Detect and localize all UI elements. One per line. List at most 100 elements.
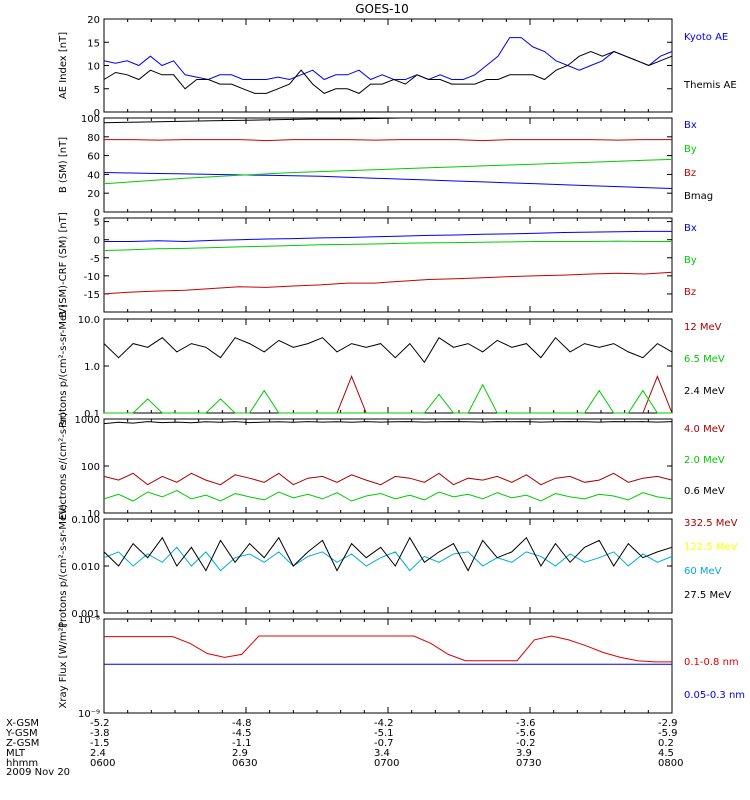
legend-entry: 122.5 MeV xyxy=(684,542,738,553)
series-line xyxy=(104,139,672,142)
ephemeris-value: 2.9 xyxy=(232,748,248,759)
ephemeris-value: -3.6 xyxy=(516,718,536,729)
ephemeris-value: -4.2 xyxy=(374,718,394,729)
y-tick-label: 0.100 xyxy=(71,515,100,526)
panel-7: 10⁻⁸ 10⁻⁹ Xray Flux [W/m²] 0.1-0.8 nm 0.05-0… xyxy=(58,615,745,720)
panel-1: 0 5 10 15 20 AE Index [nT] Kyoto AE Themis AE xyxy=(58,15,737,119)
panel-frame xyxy=(103,117,673,213)
y-axis-label: AE Index [nT] xyxy=(58,32,69,99)
legend-entry: Bz xyxy=(684,287,696,298)
ephemeris-value: 3.9 xyxy=(516,748,532,759)
y-tick-label: 0.1 xyxy=(84,409,100,420)
legend-entry: 4.0 MeV xyxy=(684,424,725,435)
legend-entry: 0.05-0.3 nm xyxy=(684,690,745,701)
series-line xyxy=(103,172,673,189)
ephemeris-row-label: hhmm xyxy=(6,758,38,769)
series-line xyxy=(103,490,673,502)
series-line xyxy=(103,37,673,81)
ephemeris-value: -5.2 xyxy=(90,718,110,729)
y-axis-label: B (SM)-CRF (SM) [nT] xyxy=(58,212,69,318)
legend-entry: Bz xyxy=(684,168,696,179)
y-axis-label: Protons p/(cm²-s-sr-MeV) xyxy=(58,304,69,428)
legend-entry: By xyxy=(684,255,697,266)
ephemeris-value: -1.1 xyxy=(232,738,252,749)
series-line xyxy=(103,421,673,425)
ephemeris-value: 0630 xyxy=(232,758,257,769)
y-tick-label: 10.0 xyxy=(78,315,100,326)
y-tick-label: 40 xyxy=(87,170,100,181)
y-tick-label: 0 xyxy=(94,108,100,119)
ephemeris-value: 0.2 xyxy=(658,738,674,749)
legend-entry: Themis AE xyxy=(683,80,737,91)
legend-entry: 60 MeV xyxy=(684,566,722,577)
series-line xyxy=(103,336,673,364)
ephemeris-value: 0730 xyxy=(516,758,541,769)
y-tick-label: 0.010 xyxy=(71,562,100,573)
legend-entry: 2.0 MeV xyxy=(684,455,725,466)
legend-entry: 2.4 MeV xyxy=(684,386,725,397)
ephemeris-value: -5.9 xyxy=(658,728,678,739)
y-tick-label: -10 xyxy=(84,272,100,283)
series-line xyxy=(103,536,673,572)
series-line xyxy=(104,383,672,414)
panel-frame xyxy=(103,418,673,514)
y-tick-label: 5 xyxy=(94,85,100,96)
ephemeris-value: -3.8 xyxy=(90,728,110,739)
ephemeris-value: -1.5 xyxy=(90,738,110,749)
y-axis-label: B (SM) [nT] xyxy=(58,137,69,193)
plot-title: GOES-10 xyxy=(355,2,409,16)
ephemeris-value: -4.8 xyxy=(232,718,252,729)
time-axis: X-GSM -5.2 -4.8 -4.2 -3.6 -2.9 Y-GSM -3.8 -4.5 -5… xyxy=(5,718,683,769)
y-tick-label: 10 xyxy=(87,62,100,73)
y-tick-label: 1.0 xyxy=(84,362,100,373)
y-tick-label: 5 xyxy=(94,218,100,229)
y-axis-label: Electrons e/(cm²-s-sr) xyxy=(58,412,69,520)
series-line xyxy=(322,375,673,414)
y-tick-label: 0 xyxy=(94,208,100,219)
y-tick-label: 0.001 xyxy=(71,609,100,620)
panel-frame xyxy=(103,18,673,113)
ephemeris-value: 2.4 xyxy=(90,748,106,759)
y-tick-label: -15 xyxy=(84,290,100,301)
legend-entry: 0.6 MeV xyxy=(684,486,725,497)
series-line xyxy=(103,472,673,486)
ephemeris-row-label: Y-GSM xyxy=(5,728,38,739)
y-tick-label: 10⁻⁹ xyxy=(78,709,100,720)
date-label: 2009 Nov 20 xyxy=(6,767,70,778)
y-tick-label: 20 xyxy=(87,189,100,200)
series-line xyxy=(104,635,672,663)
panel-2: 0 20 40 60 80 100 B (SM) [nT] Bx By Bz Bmag xyxy=(58,114,713,219)
legend-entry: 0.1-0.8 nm xyxy=(684,657,739,668)
y-tick-label: 100 xyxy=(81,462,100,473)
y-tick-label: 80 xyxy=(87,133,100,144)
series-line xyxy=(103,50,673,94)
y-tick-label: -5 xyxy=(90,254,100,265)
legend-entry: Kyoto AE xyxy=(684,32,728,43)
panel-frame xyxy=(103,518,673,614)
y-tick-label: 20 xyxy=(87,15,100,26)
ephemeris-row-label: X-GSM xyxy=(6,718,39,729)
ephemeris-value: 0800 xyxy=(658,758,683,769)
ephemeris-row-label: Z-GSM xyxy=(6,738,39,749)
legend-entry: Bx xyxy=(684,223,697,234)
ephemeris-value: -4.5 xyxy=(232,728,252,739)
ephemeris-value: 0700 xyxy=(374,758,399,769)
y-tick-label: 100 xyxy=(81,114,100,125)
legend-entry: 332.5 MeV xyxy=(684,518,738,529)
ephemeris-value: -2.9 xyxy=(658,718,678,729)
legend-entry: 12 MeV xyxy=(684,322,722,333)
ephemeris-value: -0.2 xyxy=(516,738,536,749)
y-tick-label: 60 xyxy=(87,152,100,163)
legend-entry: Bx xyxy=(684,120,697,131)
legend-entry: By xyxy=(684,144,697,155)
panel-frame xyxy=(103,618,673,714)
y-axis-label: Xray Flux [W/m²] xyxy=(58,623,69,708)
ephemeris-value: 4.5 xyxy=(658,748,674,759)
panel-frame xyxy=(103,318,673,414)
y-tick-label: 10 xyxy=(87,509,100,520)
panel-3: -15 -10 -5 0 5 B (SM)-CRF (SM) [nT] Bx By Bz xyxy=(58,212,697,318)
series-line xyxy=(104,230,672,243)
